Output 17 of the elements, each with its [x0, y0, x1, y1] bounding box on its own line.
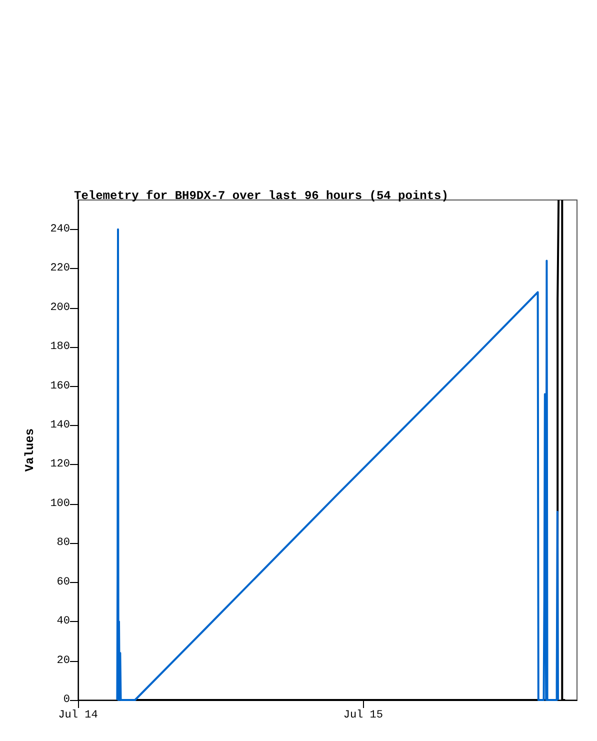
y-axis-title: Values	[23, 428, 37, 472]
y-tick-label: 180	[50, 341, 70, 354]
y-tick-label: 40	[56, 616, 70, 628]
y-tick-label: 80	[56, 537, 70, 550]
x-tick-label: Jul 14	[58, 710, 98, 722]
y-tick-label: 120	[50, 458, 70, 471]
y-tick-label: 240	[50, 223, 70, 236]
y-tick-label: 0	[63, 694, 70, 706]
y-tick-label: 200	[50, 302, 70, 314]
y-tick-label: 60	[56, 576, 70, 588]
y-tick-label: 100	[50, 498, 70, 510]
x-tick-label: Jul 15	[343, 710, 383, 722]
y-tick-label: 220	[50, 262, 70, 275]
y-tick-label: 140	[50, 419, 70, 432]
y-tick-label: 20	[56, 654, 70, 667]
y-tick-label: 160	[50, 380, 70, 392]
chart-title: Telemetry for BH9DX-7 over last 96 hours (54 points)	[74, 189, 448, 203]
